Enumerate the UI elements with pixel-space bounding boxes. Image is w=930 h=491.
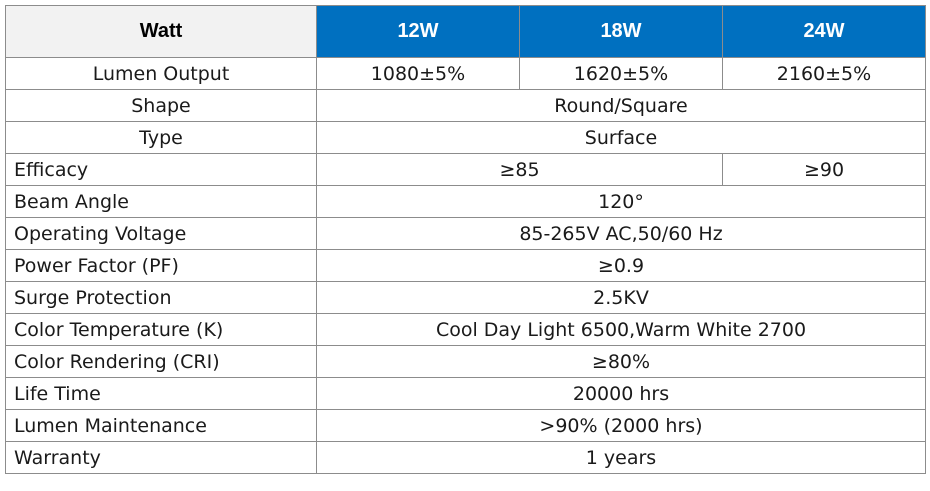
color-temperature-value: Cool Day Light 6500,Warm White 2700 [316,313,926,346]
row-efficacy: Efficacy ≥85 ≥90 [5,153,926,186]
row-label-type: Type [5,121,317,154]
row-label-beam-angle: Beam Angle [5,185,317,218]
efficacy-24w: ≥90 [722,153,926,186]
warranty-value: 1 years [316,441,926,474]
type-value: Surface [316,121,926,154]
row-label-surge-protection: Surge Protection [5,281,317,314]
operating-voltage-value: 85-265V AC,50/60 Hz [316,217,926,250]
spec-table: Watt 12W 18W 24W Lumen Output 1080±5% 16… [5,5,926,474]
row-label-shape: Shape [5,89,317,122]
row-shape: Shape Round/Square [5,89,926,122]
row-label-lumen-output: Lumen Output [5,57,317,90]
row-operating-voltage: Operating Voltage 85-265V AC,50/60 Hz [5,217,926,250]
surge-protection-value: 2.5KV [316,281,926,314]
spec-table-body: Lumen Output 1080±5% 1620±5% 2160±5% Sha… [5,57,926,474]
header-18w: 18W [519,5,723,58]
life-time-value: 20000 hrs [316,377,926,410]
row-label-color-temperature: Color Temperature (K) [5,313,317,346]
row-label-power-factor: Power Factor (PF) [5,249,317,282]
row-lumen-maintenance: Lumen Maintenance >90% (2000 hrs) [5,409,926,442]
color-rendering-value: ≥80% [316,345,926,378]
efficacy-12w-18w: ≥85 [316,153,723,186]
lumen-output-24w: 2160±5% [722,57,926,90]
row-beam-angle: Beam Angle 120° [5,185,926,218]
row-label-operating-voltage: Operating Voltage [5,217,317,250]
lumen-output-12w: 1080±5% [316,57,520,90]
row-label-life-time: Life Time [5,377,317,410]
shape-value: Round/Square [316,89,926,122]
row-surge-protection: Surge Protection 2.5KV [5,281,926,314]
row-life-time: Life Time 20000 hrs [5,377,926,410]
power-factor-value: ≥0.9 [316,249,926,282]
row-label-lumen-maintenance: Lumen Maintenance [5,409,317,442]
header-watt-label: Watt [5,5,317,58]
header-24w: 24W [722,5,926,58]
row-color-temperature: Color Temperature (K) Cool Day Light 650… [5,313,926,346]
beam-angle-value: 120° [316,185,926,218]
row-label-warranty: Warranty [5,441,317,474]
row-power-factor: Power Factor (PF) ≥0.9 [5,249,926,282]
row-label-efficacy: Efficacy [5,153,317,186]
spec-table-header: Watt 12W 18W 24W [5,5,926,58]
row-type: Type Surface [5,121,926,154]
lumen-output-18w: 1620±5% [519,57,723,90]
row-lumen-output: Lumen Output 1080±5% 1620±5% 2160±5% [5,57,926,90]
row-color-rendering: Color Rendering (CRI) ≥80% [5,345,926,378]
lumen-maintenance-value: >90% (2000 hrs) [316,409,926,442]
row-label-color-rendering: Color Rendering (CRI) [5,345,317,378]
header-row: Watt 12W 18W 24W [5,5,926,58]
header-12w: 12W [316,5,520,58]
row-warranty: Warranty 1 years [5,441,926,474]
